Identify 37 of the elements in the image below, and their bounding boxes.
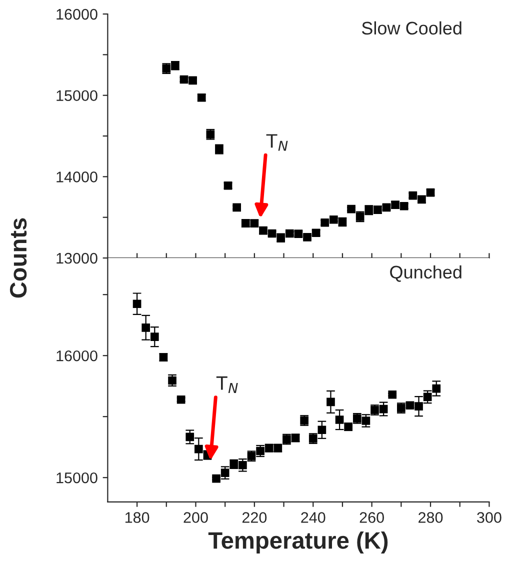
- point: [168, 376, 176, 385]
- x-tick-label: 260: [360, 512, 384, 523]
- y-tick-label: 14000: [56, 172, 98, 182]
- y-tick-label: 15000: [56, 90, 98, 102]
- y-axis-title: Counts: [10, 218, 27, 298]
- y-tick-label: 13000: [56, 252, 98, 264]
- x-tick-label: 180: [125, 512, 150, 523]
- x-tick-label: 280: [418, 512, 443, 523]
- point: [142, 323, 150, 332]
- x-tick-label: 300: [477, 512, 502, 523]
- x-tick-label: 240: [301, 512, 326, 523]
- point: [176, 395, 186, 404]
- point: [186, 432, 194, 442]
- y-tick-label: 16000: [56, 350, 98, 362]
- point: [362, 416, 370, 425]
- x-axis-title: Temperature (K): [208, 532, 388, 554]
- point: [220, 468, 230, 477]
- annotation: T$_{N}$: [266, 134, 288, 151]
- x-tick-label: 220: [242, 512, 267, 523]
- annotation: Slow Cooled: [362, 21, 462, 35]
- annotation: T$_{N}$: [216, 376, 238, 393]
- point: [194, 444, 203, 454]
- y-tick-label: 16000: [56, 8, 98, 20]
- point: [326, 398, 335, 406]
- point: [379, 404, 388, 414]
- point: [423, 392, 432, 402]
- point: [414, 402, 423, 411]
- point: [388, 390, 397, 399]
- point: [335, 416, 344, 424]
- point: [318, 426, 326, 434]
- annotation: Qunched: [390, 265, 462, 282]
- point: [132, 300, 142, 308]
- x-tick-label: 200: [184, 512, 208, 523]
- point: [432, 384, 441, 393]
- point: [232, 203, 241, 212]
- point: [150, 332, 159, 341]
- y-tick-label: 15000: [56, 472, 98, 484]
